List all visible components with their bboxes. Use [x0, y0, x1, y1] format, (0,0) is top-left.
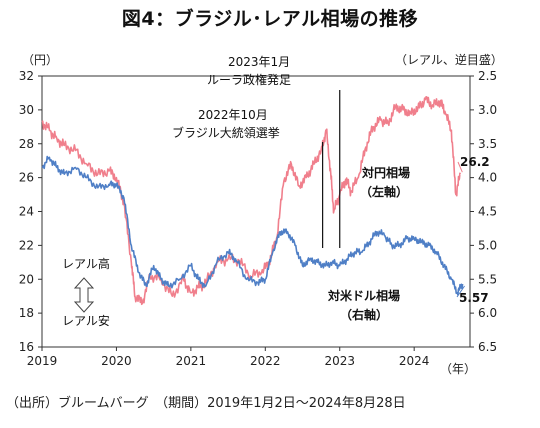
series-line-usd — [41, 155, 464, 296]
usd-series-label-1: 対米ドル相場 — [327, 288, 400, 303]
left-tick-label: 20 — [19, 272, 34, 286]
source-note: （出所）ブルームバーグ （期間）2019年1月2日～2024年8月28日 — [6, 396, 406, 411]
chart-svg: 32 30 28 26 24 22 20 18 16 2.5 3.0 3.5 4.0 4.5 5.0 5.5… — [19, 52, 503, 376]
x-axis-unit: （年） — [440, 362, 476, 376]
right-tick-label: 4.5 — [478, 205, 497, 219]
annotation-lula-line1: 2023年1月 — [228, 55, 290, 69]
series-group — [41, 96, 464, 306]
right-axis: 2.5 3.0 3.5 4.0 4.5 5.0 5.5 6.0 6.5 — [470, 69, 497, 354]
usd-last-value: 5.57 — [459, 291, 489, 305]
double-arrow-icon — [73, 277, 95, 313]
x-tick-label: 2021 — [176, 354, 207, 368]
right-tick-label: 2.5 — [478, 69, 497, 83]
yen-last-value: 26.2 — [460, 155, 490, 169]
x-tick-label: 2022 — [250, 354, 281, 368]
left-tick-label: 16 — [19, 340, 34, 354]
right-tick-label: 6.0 — [478, 306, 497, 320]
yen-series-label-1: 対円相場 — [361, 165, 410, 180]
right-tick-label: 4.0 — [478, 171, 497, 185]
left-tick-label: 26 — [19, 171, 34, 185]
left-axis: 32 30 28 26 24 22 20 18 16 — [19, 69, 42, 354]
usd-value-leader — [456, 285, 465, 298]
annotation-group — [322, 90, 465, 298]
yen-value-leader — [457, 161, 463, 173]
annotation-lula-line2: ルーラ政権発足 — [207, 72, 291, 87]
side-label-up: レアル高 — [62, 256, 110, 271]
right-tick-label: 3.5 — [478, 137, 497, 151]
right-tick-label: 5.5 — [478, 272, 497, 286]
x-tick-label: 2019 — [27, 354, 58, 368]
annotation-election-line1: 2022年10月 — [198, 108, 268, 122]
left-tick-label: 24 — [19, 205, 34, 219]
left-tick-label: 30 — [19, 103, 34, 117]
left-tick-label: 32 — [19, 69, 34, 83]
right-tick-label: 5.0 — [478, 238, 497, 252]
x-tick-label: 2020 — [101, 354, 132, 368]
left-tick-label: 28 — [19, 137, 34, 151]
chart-title: 図4：ブラジル･レアル相場の推移 — [121, 8, 419, 30]
left-tick-label: 22 — [19, 238, 34, 252]
x-axis: 2019 2020 2021 2022 2023 2024 — [27, 347, 430, 368]
yen-series-label-2: （左軸） — [360, 184, 408, 199]
x-tick-label: 2023 — [324, 354, 355, 368]
right-tick-label: 3.0 — [478, 103, 497, 117]
left-tick-label: 18 — [19, 306, 34, 320]
right-tick-label: 6.5 — [478, 340, 497, 354]
usd-series-label-2: （右軸） — [340, 307, 388, 322]
left-axis-unit: （円） — [22, 53, 58, 67]
annotation-election-line2: ブラジル大統領選挙 — [172, 125, 280, 140]
right-axis-unit: （レアル、逆目盛） — [395, 52, 503, 67]
x-tick-label: 2024 — [399, 354, 430, 368]
side-label-down: レアル安 — [62, 313, 110, 328]
